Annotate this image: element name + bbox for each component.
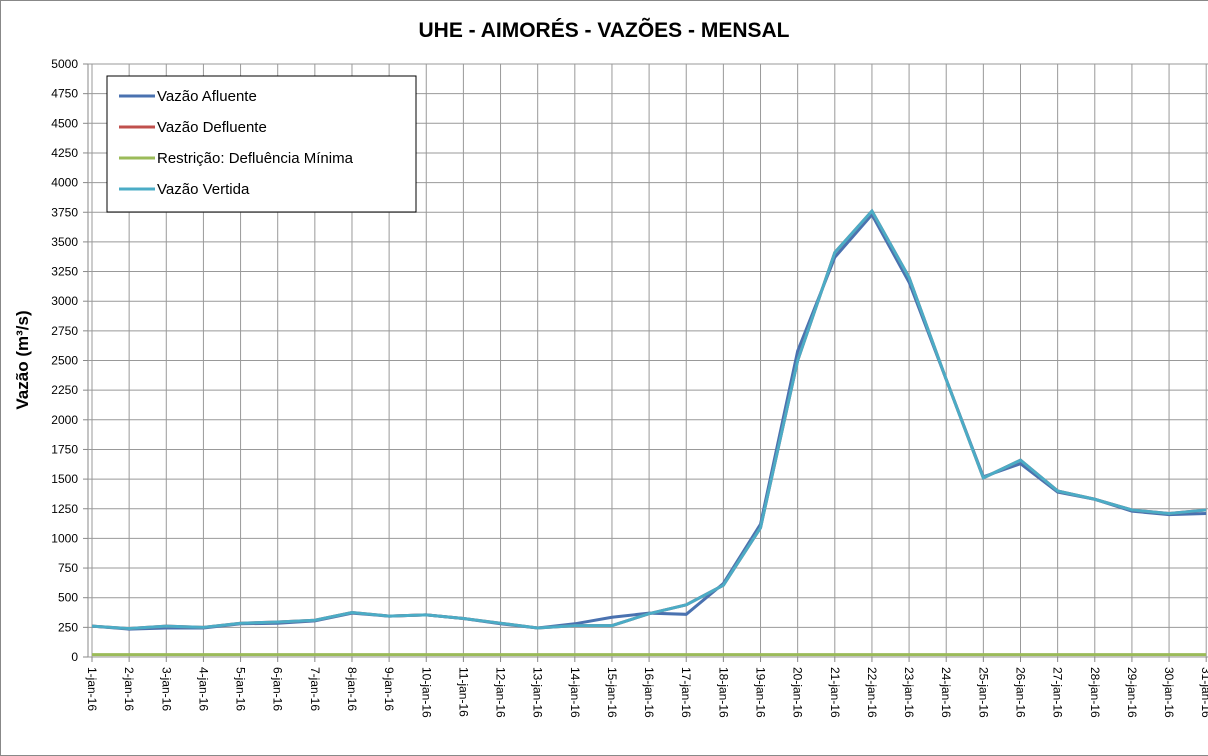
x-tick-label: 30-jan-16 [1162,667,1176,718]
x-tick-label: 9-jan-16 [382,667,396,711]
x-tick-label: 26-jan-16 [1014,667,1028,718]
y-tick-label: 4000 [51,176,78,190]
legend-label: Vazão Vertida [157,181,250,198]
y-tick-label: 4500 [51,116,78,130]
y-tick-label: 250 [58,620,78,634]
y-tick-label: 4750 [51,87,78,101]
x-tick-label: 16-jan-16 [642,667,656,718]
y-tick-label: 2500 [51,354,78,368]
x-tick-label: 18-jan-16 [716,667,730,718]
x-tick-label: 8-jan-16 [345,667,359,711]
y-tick-label: 1000 [51,531,78,545]
y-tick-label: 3000 [51,294,78,308]
y-tick-label: 2000 [51,413,78,427]
chart-title: UHE - AIMORÉS - VAZÕES - MENSAL [418,18,789,42]
x-tick-label: 7-jan-16 [308,667,322,711]
y-tick-label: 1750 [51,442,78,456]
legend-label: Vazão Defluente [157,119,267,136]
x-tick-label: 20-jan-16 [791,667,805,718]
y-tick-label: 2750 [51,324,78,338]
x-tick-label: 1-jan-16 [85,667,99,711]
x-tick-label: 4-jan-16 [196,667,210,711]
y-tick-label: 3250 [51,265,78,279]
y-tick-label: 1250 [51,502,78,516]
y-tick-label: 3750 [51,205,78,219]
x-tick-label: 2-jan-16 [122,667,136,711]
x-tick-label: 10-jan-16 [419,667,433,718]
y-tick-label: 2250 [51,383,78,397]
x-tick-label: 14-jan-16 [568,667,582,718]
x-tick-label: 19-jan-16 [754,667,768,718]
legend-label: Vazão Afluente [157,88,257,105]
x-tick-label: 13-jan-16 [531,667,545,718]
x-tick-label: 11-jan-16 [456,667,470,717]
series-line [91,208,1207,631]
x-tick-label: 31-jan-16 [1199,667,1208,718]
x-tick-label: 3-jan-16 [159,667,173,711]
x-tick-label: 29-jan-16 [1125,667,1139,718]
legend-label: Restrição: Defluência Mínima [157,150,354,167]
x-tick-label: 6-jan-16 [271,667,285,711]
x-tick-label: 28-jan-16 [1088,667,1102,718]
x-tick-label: 5-jan-16 [234,667,248,711]
legend-box [106,75,417,213]
y-tick-label: 750 [58,561,78,575]
x-tick-label: 21-jan-16 [828,667,842,718]
y-axis-label: Vazão (m³/s) [13,310,32,409]
x-tick-label: 23-jan-16 [902,667,916,718]
x-tick-label: 15-jan-16 [605,667,619,718]
x-tick-label: 27-jan-16 [1051,667,1065,718]
y-tick-label: 3500 [51,235,78,249]
y-tick-label: 4250 [51,146,78,160]
y-tick-label: 500 [58,591,78,605]
x-tick-label: 12-jan-16 [494,667,508,718]
x-tick-label: 17-jan-16 [679,667,693,718]
y-tick-label: 1500 [51,472,78,486]
x-tick-label: 24-jan-16 [939,667,953,718]
y-tick-label: 0 [71,650,78,664]
x-tick-label: 25-jan-16 [976,667,990,718]
x-tick-label: 22-jan-16 [865,667,879,718]
y-tick-label: 5000 [51,57,78,71]
